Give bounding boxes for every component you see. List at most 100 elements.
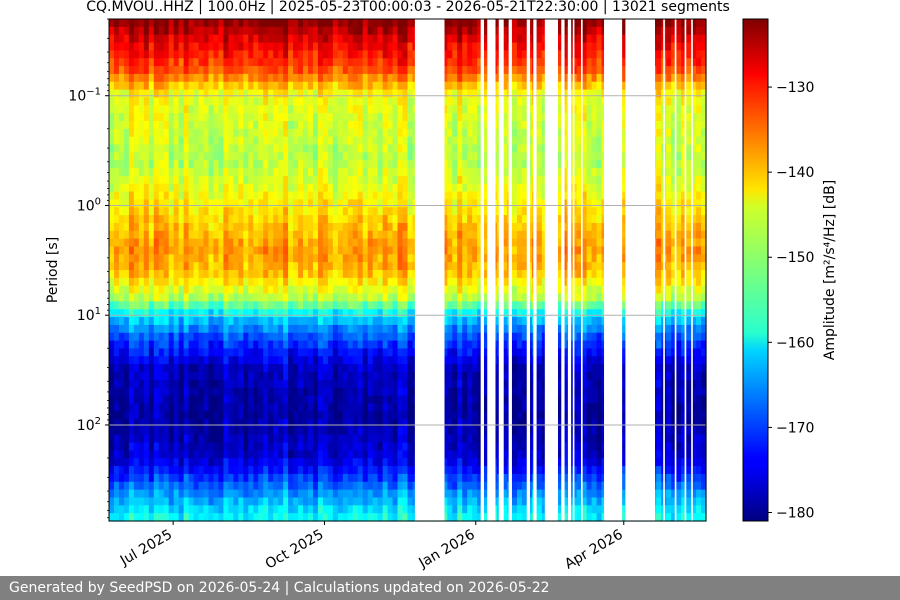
heatmap-cell bbox=[303, 128, 309, 138]
heatmap-cell bbox=[312, 238, 319, 248]
heatmap-cell bbox=[367, 183, 374, 193]
heatmap-cell bbox=[109, 222, 115, 232]
heatmap-cell bbox=[477, 222, 483, 232]
heatmap-cell bbox=[332, 26, 339, 36]
heatmap-cell bbox=[273, 144, 279, 153]
heatmap-cell bbox=[452, 152, 458, 161]
heatmap-cell bbox=[392, 183, 399, 193]
heatmap-cell bbox=[457, 230, 463, 240]
heatmap-cell bbox=[148, 270, 155, 279]
heatmap-cell bbox=[308, 340, 314, 350]
heatmap-cell bbox=[188, 513, 195, 522]
heatmap-cell bbox=[467, 42, 473, 51]
heatmap-cell bbox=[258, 309, 264, 318]
heatmap-cell bbox=[457, 348, 463, 357]
heatmap-cell bbox=[253, 426, 259, 436]
heatmap-cell bbox=[143, 254, 150, 263]
heatmap-cell bbox=[397, 285, 404, 295]
heatmap-cell bbox=[253, 230, 259, 240]
heatmap-cell bbox=[213, 144, 220, 153]
heatmap-cell bbox=[298, 215, 304, 224]
heatmap-cell bbox=[188, 144, 195, 153]
heatmap-cell bbox=[183, 277, 190, 287]
heatmap-cell bbox=[337, 458, 344, 467]
heatmap-cell bbox=[113, 81, 120, 91]
heatmap-cell bbox=[228, 128, 234, 138]
heatmap-cell bbox=[357, 222, 364, 232]
heatmap-cell bbox=[123, 113, 130, 122]
heatmap-cell bbox=[198, 340, 205, 350]
heatmap-cell bbox=[308, 285, 314, 295]
heatmap-cell bbox=[128, 270, 135, 279]
heatmap-cell bbox=[303, 403, 309, 412]
heatmap-cell bbox=[273, 426, 279, 436]
heatmap-cell bbox=[342, 42, 349, 51]
heatmap-cell bbox=[467, 89, 473, 99]
heatmap-cell bbox=[347, 19, 354, 28]
heatmap-cell bbox=[288, 160, 294, 169]
heatmap-cell bbox=[447, 277, 453, 287]
heatmap-cell bbox=[153, 379, 160, 389]
heatmap-cell bbox=[447, 473, 453, 483]
heatmap-cell bbox=[138, 497, 145, 506]
heatmap-cell bbox=[457, 81, 463, 91]
heatmap-cell bbox=[447, 89, 453, 99]
heatmap-cell bbox=[362, 301, 369, 310]
heatmap-cell bbox=[477, 191, 483, 200]
heatmap-cell bbox=[153, 277, 160, 287]
heatmap-cell bbox=[447, 387, 453, 397]
heatmap-cell bbox=[342, 160, 349, 169]
heatmap-cell bbox=[482, 199, 488, 208]
heatmap-cell bbox=[477, 387, 483, 397]
heatmap-cell bbox=[382, 419, 389, 428]
heatmap-cell bbox=[273, 120, 279, 130]
heatmap-cell bbox=[298, 254, 304, 263]
heatmap-cell bbox=[288, 50, 294, 59]
heatmap-cell bbox=[143, 324, 150, 334]
heatmap-cell bbox=[342, 66, 349, 75]
heatmap-cell bbox=[193, 238, 200, 248]
heatmap-cell bbox=[377, 222, 384, 232]
heatmap-cell bbox=[482, 309, 488, 318]
heatmap-cell bbox=[317, 89, 324, 99]
heatmap-cell bbox=[312, 481, 319, 491]
heatmap-cell bbox=[138, 105, 145, 114]
heatmap-cell bbox=[352, 262, 359, 271]
heatmap-cell bbox=[213, 66, 220, 75]
heatmap-cell bbox=[193, 97, 200, 106]
heatmap-cell bbox=[193, 324, 200, 334]
heatmap-cell bbox=[123, 324, 130, 334]
heatmap-cell bbox=[203, 246, 210, 255]
heatmap-cell bbox=[312, 395, 319, 404]
heatmap-cell bbox=[467, 324, 473, 334]
heatmap-cell bbox=[203, 364, 210, 373]
heatmap-cell bbox=[357, 458, 364, 467]
heatmap-cell bbox=[482, 317, 488, 326]
heatmap-cell bbox=[283, 434, 289, 444]
heatmap-cell bbox=[233, 81, 239, 91]
heatmap-cell bbox=[113, 309, 120, 318]
heatmap-cell bbox=[327, 309, 334, 318]
heatmap-cell bbox=[482, 277, 488, 287]
heatmap-cell bbox=[342, 426, 349, 436]
heatmap-cell bbox=[278, 450, 284, 459]
heatmap-cell bbox=[382, 97, 389, 106]
heatmap-cell bbox=[213, 481, 220, 491]
heatmap-cell bbox=[308, 262, 314, 271]
heatmap-cell bbox=[308, 81, 314, 91]
heatmap-cell bbox=[317, 309, 324, 318]
heatmap-cell bbox=[367, 89, 374, 99]
heatmap-cell bbox=[382, 513, 389, 522]
heatmap-cell bbox=[347, 395, 354, 404]
heatmap-cell bbox=[352, 42, 359, 51]
heatmap-cell bbox=[223, 152, 229, 161]
heatmap-cell bbox=[178, 505, 185, 514]
heatmap-cell bbox=[153, 403, 160, 412]
heatmap-cell bbox=[228, 301, 234, 310]
heatmap-cell bbox=[273, 419, 279, 428]
heatmap-cell bbox=[457, 364, 463, 373]
heatmap-cell bbox=[322, 277, 329, 287]
heatmap-cell bbox=[382, 458, 389, 467]
heatmap-cell bbox=[482, 66, 488, 75]
heatmap-cell bbox=[298, 285, 304, 295]
